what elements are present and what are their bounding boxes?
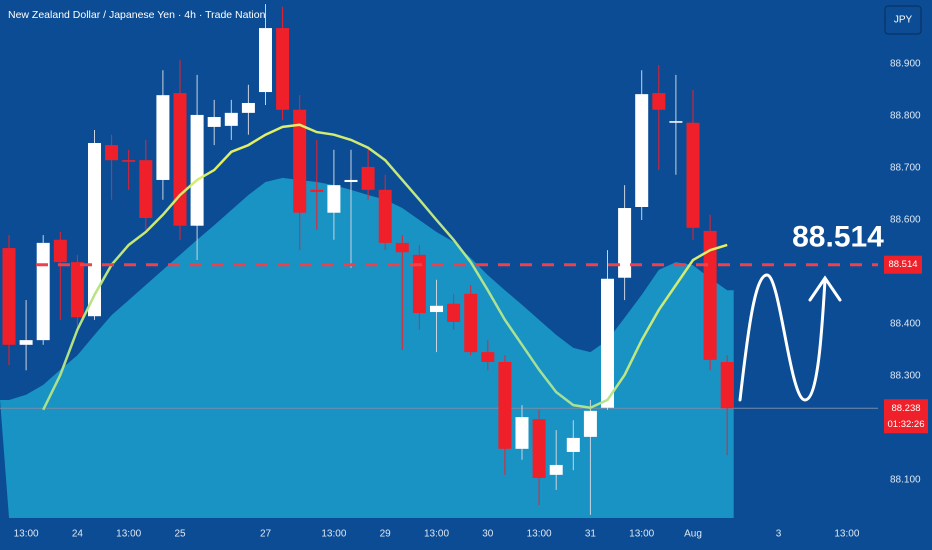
candle-body xyxy=(70,262,84,318)
candle-body xyxy=(224,112,238,126)
candle-body xyxy=(293,109,307,213)
countdown: 01:32:26 xyxy=(888,419,925,430)
candle-body xyxy=(156,95,170,180)
x-tick-label: 13:00 xyxy=(834,529,859,540)
candle-body xyxy=(412,254,426,314)
last-price-box xyxy=(884,399,928,434)
chart-title: New Zealand Dollar / Japanese Yen · 4h ·… xyxy=(8,9,266,21)
candle-body xyxy=(515,417,529,449)
candle-body xyxy=(361,166,375,190)
x-tick-label: 27 xyxy=(260,529,272,540)
candle-body xyxy=(430,305,443,313)
candle-body xyxy=(566,437,580,452)
candle-body xyxy=(601,278,614,408)
candle-body xyxy=(703,230,717,360)
candle-body xyxy=(327,185,341,213)
candle-body xyxy=(36,242,50,341)
candle-body xyxy=(618,208,632,278)
candle-body xyxy=(532,419,546,478)
candle-body xyxy=(276,28,290,110)
x-tick-label: 13:00 xyxy=(321,529,346,540)
y-tick-label: 88.100 xyxy=(890,475,921,486)
area xyxy=(0,177,734,518)
currency-box[interactable] xyxy=(884,5,922,35)
x-tick-label: 3 xyxy=(776,529,782,540)
last-price-label: 88.238 xyxy=(891,403,920,414)
candle-body xyxy=(139,160,153,218)
plot-area xyxy=(0,4,878,518)
candle-body xyxy=(190,114,204,226)
candle-body xyxy=(53,239,67,263)
x-tick-label: 13:00 xyxy=(424,529,449,540)
candle-body xyxy=(583,410,597,437)
x-tick-label: 29 xyxy=(380,529,392,540)
y-tick-label: 88.900 xyxy=(890,59,921,70)
target-label-box xyxy=(884,255,922,274)
candle-body xyxy=(447,303,461,322)
candle-body xyxy=(105,145,119,161)
y-tick-label: 88.400 xyxy=(890,319,921,330)
moving-average-line xyxy=(42,123,728,411)
candle-body xyxy=(635,94,649,207)
candle-body xyxy=(344,179,358,183)
y-tick-label: 88.600 xyxy=(890,215,921,226)
x-tick-label: 13:00 xyxy=(14,529,39,540)
candle-body xyxy=(498,361,512,449)
candle-body xyxy=(310,189,324,192)
candle-body xyxy=(464,293,478,353)
candle-body xyxy=(549,464,563,475)
candle-body xyxy=(88,143,101,317)
target-annotation: 88.514 xyxy=(792,221,884,254)
candle-body xyxy=(481,352,495,362)
x-tick-label: 25 xyxy=(174,529,186,540)
candle-body xyxy=(395,242,409,253)
candle-body xyxy=(122,160,136,162)
currency[interactable]: JPY xyxy=(894,15,913,26)
y-tick-label: 88.800 xyxy=(890,111,921,122)
x-tick-label: Aug xyxy=(684,529,702,540)
candle-body xyxy=(259,28,272,93)
candle-body xyxy=(652,93,666,110)
x-tick-label: 13:00 xyxy=(116,529,141,540)
candle-body xyxy=(378,189,392,243)
candle-body xyxy=(19,340,33,345)
candle-body xyxy=(686,122,700,228)
x-tick-label: 13:00 xyxy=(629,529,654,540)
target-label: 88.514 xyxy=(888,259,917,270)
x-tick-label: 13:00 xyxy=(527,529,552,540)
candle-body xyxy=(207,117,221,127)
x-tick-label: 24 xyxy=(72,529,84,540)
candle-body xyxy=(2,248,16,345)
candle-body xyxy=(173,93,187,226)
candle-body xyxy=(241,102,255,113)
y-tick-label: 88.300 xyxy=(890,371,921,382)
y-tick-label: 88.700 xyxy=(890,163,921,174)
arrow-drawing xyxy=(738,273,842,402)
x-tick-label: 30 xyxy=(482,529,494,540)
x-tick-label: 31 xyxy=(585,529,597,540)
candle-body xyxy=(720,361,734,409)
candle-body xyxy=(669,121,683,123)
